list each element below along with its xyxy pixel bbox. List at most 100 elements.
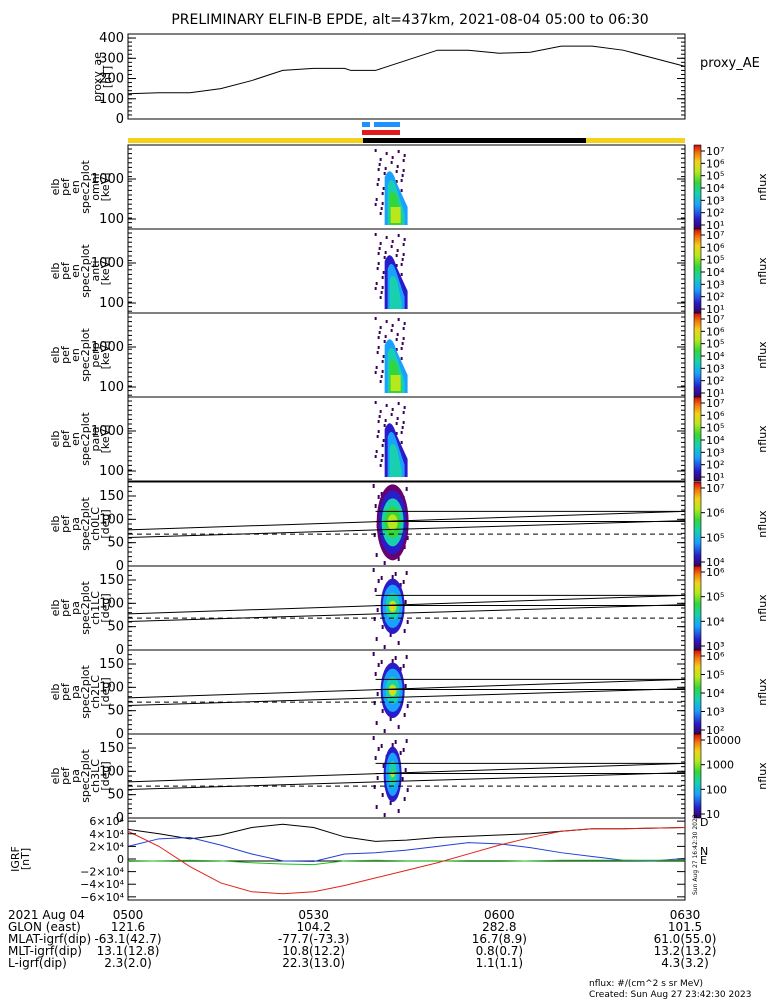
colorbar-tick-label: 10² <box>706 291 724 304</box>
colorbar-tick-label: 10¹ <box>706 303 724 316</box>
spectrogram-noise-pixel <box>391 659 394 663</box>
colorbar-tick-label: 10⁷ <box>706 482 724 495</box>
spectrogram-noise-pixel <box>395 348 398 351</box>
spectrogram-tick-label: 100 <box>99 296 124 311</box>
spectrogram-noise-pixel <box>395 180 398 183</box>
spectrogram-tick-label: 100 <box>99 512 124 527</box>
spectrogram-noise-pixel <box>394 656 397 660</box>
igrf-tick-label: −6×10⁴ <box>80 891 124 904</box>
spectrogram-noise-pixel <box>385 236 388 239</box>
colorbar-tick-label: 10³ <box>706 194 724 207</box>
spectrogram-ylabel-line: pef <box>59 766 72 785</box>
spectrogram-noise-pixel <box>377 262 380 265</box>
colorbar-unit: nflux <box>756 425 769 453</box>
spectrogram-noise-pixel <box>380 207 383 210</box>
colorbar-unit-group: nflux <box>756 341 769 369</box>
proxy-ae-panel: 400 300 200 100 0 proxy_ae[nT] proxy_AE <box>91 31 760 127</box>
proxy-ae-tick-label: 0 <box>116 112 124 127</box>
spectrogram-data <box>372 736 409 817</box>
colorbar-tick-label: 10² <box>706 375 724 388</box>
colorbar-tick-label: 10⁶ <box>706 566 725 579</box>
spectrogram-tick-label: 50 <box>107 788 124 803</box>
spectrogram-ticks: 150 100 50 0 <box>99 733 685 826</box>
spectrogram-panel: 1000100elbpefenspec2plotperp[keV]10⁷10⁶1… <box>49 312 769 400</box>
colorbar-tick-label: 10⁴ <box>706 182 725 195</box>
ephemeris-value: 16.7(8.9) <box>472 932 527 946</box>
spectrogram-ylabel-line: spec2plot <box>79 160 92 214</box>
sunlight-bar-right <box>586 138 685 143</box>
spectrogram-ylabel-line: elb <box>49 600 62 617</box>
spectrogram-noise-pixel <box>378 247 381 250</box>
spectrogram-noise-pixel <box>380 576 383 580</box>
spectrogram-noise-pixel <box>375 282 378 285</box>
spectrogram-noise-pixel <box>406 536 409 540</box>
spectrogram-noise-pixel <box>401 342 404 345</box>
ephemeris-value: 0530 <box>298 908 329 922</box>
spectrogram-noise-pixel <box>401 258 404 261</box>
spectrogram-tick-label: 0 <box>116 559 124 574</box>
spectrogram-noise-pixel <box>377 420 380 423</box>
spectrogram-ylabel-line: spec2plot <box>79 497 92 551</box>
eclipse-bar <box>363 138 586 143</box>
spectrogram-noise-pixel <box>377 495 380 499</box>
created-stamp: Created: Sun Aug 27 23:42:30 2023 <box>589 990 751 1000</box>
spectrogram-ylabel-line: pa <box>69 601 82 615</box>
spectrogram-plume-core <box>389 443 402 477</box>
spectrogram-noise-pixel <box>382 439 385 442</box>
proxy-ae-ticks: 400 300 200 100 0 <box>99 31 685 127</box>
loss-cone-line-upper <box>127 510 686 531</box>
ephemeris-value: 104.2 <box>296 920 330 934</box>
spectrogram-frame <box>127 396 686 482</box>
spectrogram-frame <box>127 733 686 819</box>
spectrogram-noise-pixel <box>383 340 386 343</box>
spectrogram-noise-pixel <box>400 263 403 266</box>
spectrogram-noise-pixel <box>402 748 405 752</box>
spectrogram-noise-pixel <box>400 273 403 276</box>
loss-cone-line-upper <box>127 594 686 615</box>
spectrogram-noise-pixel <box>374 401 377 404</box>
spectrogram-ylabel-line: ch0LC <box>89 507 102 541</box>
colorbar: 10⁷ 10⁶ 10⁵ 10⁴ nflux <box>693 481 769 569</box>
spectrogram-noise-pixel <box>397 318 400 321</box>
spectrogram-noise-pixel <box>374 149 377 152</box>
spectrogram-ticks: 150 100 50 0 <box>99 481 685 574</box>
spectrogram-ylabel-line: para <box>89 427 102 452</box>
spectrogram-ylabel-line: [keV] <box>99 341 112 370</box>
spectrogram-noise-pixel <box>391 575 394 579</box>
spectrogram-tick-label: 50 <box>107 620 124 635</box>
plot-title: PRELIMINARY ELFIN-B EPDE, alt=437km, 202… <box>171 12 648 28</box>
colorbar-unit: nflux <box>756 257 769 285</box>
spectrogram-noise-pixel <box>377 178 380 181</box>
spectrogram-ylabel-line: [deg] <box>99 677 112 706</box>
proxy-ae-tick-label: 300 <box>99 51 124 66</box>
colorbar-tick-label: 10⁶ <box>706 241 725 254</box>
spectrogram-noise-pixel <box>402 327 405 330</box>
spectrogram-noise-pixel <box>376 692 379 696</box>
colorbar-tick-label: 10⁶ <box>706 157 725 170</box>
spectrogram-ticks: 150 100 50 0 <box>99 649 685 742</box>
spectrogram-noise-pixel <box>402 159 405 162</box>
ephemeris-value: 0600 <box>484 908 515 922</box>
ephemeris-value: 22.3(13.0) <box>282 956 345 970</box>
spectrogram-tick-label: 100 <box>99 212 124 227</box>
spectrogram-noise-pixel <box>397 234 400 237</box>
spectrogram-ylabel-line: spec2plot <box>79 665 92 719</box>
colorbar: 10⁶ 10⁵ 10⁴ 10³ 10² nflux <box>693 649 769 737</box>
spectrogram-noise-pixel <box>379 464 382 467</box>
ephemeris-value: 121.6 <box>111 920 145 934</box>
spectrogram-noise-pixel <box>377 579 380 583</box>
spectrogram-noise-pixel <box>372 652 375 656</box>
spectrogram-noise-pixel <box>383 813 386 817</box>
spectrogram-noise-pixel <box>400 441 403 444</box>
ephemeris-row-label: MLAT-igrf(dip) <box>8 932 91 946</box>
spectrogram-tick-label: 0 <box>116 727 124 742</box>
spectrogram-noise-pixel <box>380 291 383 294</box>
spectrogram-ylabel-line: elb <box>49 516 62 533</box>
igrf-tick-label: 6×10⁴ <box>89 815 124 828</box>
